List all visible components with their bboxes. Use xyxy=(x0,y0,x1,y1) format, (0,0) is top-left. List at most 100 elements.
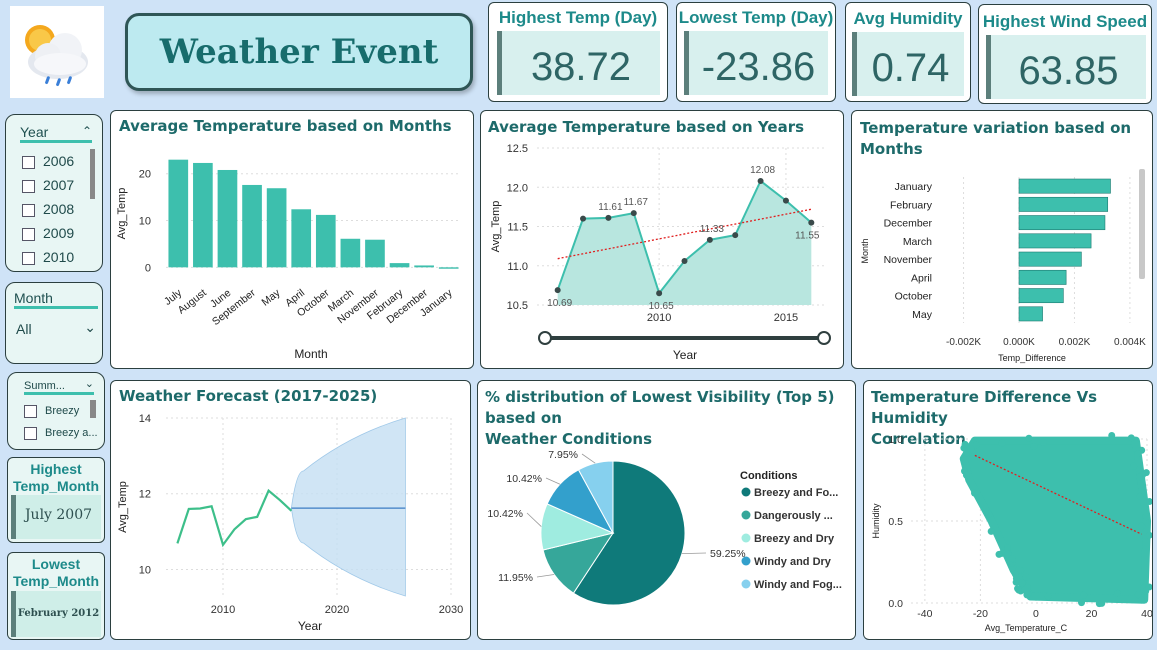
bar xyxy=(1018,178,1111,194)
chevron-down-icon[interactable]: ⌄ xyxy=(84,319,96,335)
slicer-option[interactable]: Breezy a... xyxy=(24,422,98,444)
kpi-avg-humidity[interactable]: Avg Humidity 0.74 xyxy=(845,2,971,102)
summary-slicer-header[interactable]: Summ... ⌄ xyxy=(24,378,94,395)
range-slider-handle-right xyxy=(817,331,831,345)
scatter-point xyxy=(962,471,970,479)
scrollbar xyxy=(1139,169,1145,279)
weather-cloud-sun-rain-icon xyxy=(25,25,88,87)
year-slicer-header[interactable]: Year ⌃ xyxy=(20,124,92,143)
kpi-highest-wind-speed[interactable]: Highest Wind Speed 63.85 xyxy=(978,4,1152,104)
bar xyxy=(389,263,410,268)
bar xyxy=(1018,306,1043,322)
y-tick-label: March xyxy=(903,236,932,248)
month-slicer[interactable]: Month All ⌄ xyxy=(5,282,103,364)
data-label: 11.33 xyxy=(700,224,725,235)
lowest-temp-month-card: Lowest Temp_Month February 2012 xyxy=(7,552,105,640)
data-point xyxy=(808,219,815,226)
kpi-value: 38.72 xyxy=(530,45,632,89)
scatter-point xyxy=(1145,498,1152,506)
data-point xyxy=(656,290,663,297)
scatter-point xyxy=(1134,450,1142,458)
bar xyxy=(340,238,361,268)
slicer-option[interactable]: Breezy xyxy=(24,400,98,422)
scatter-point xyxy=(1080,591,1088,599)
checkbox[interactable] xyxy=(22,251,35,265)
bar xyxy=(1018,233,1092,249)
scatter-point xyxy=(1025,434,1033,442)
legend-item: Dangerously ... xyxy=(754,510,833,522)
slicer-option[interactable]: 2008 xyxy=(22,197,74,221)
slicer-option[interactable]: 2007 xyxy=(22,173,74,197)
kpi-lowest-temp-day[interactable]: Lowest Temp (Day) -23.86 xyxy=(676,2,836,102)
bar xyxy=(315,214,336,268)
scatter-point xyxy=(1137,596,1145,604)
data-point xyxy=(706,236,713,243)
checkbox[interactable] xyxy=(22,179,35,193)
scrollbar[interactable] xyxy=(90,149,95,199)
scatter-point xyxy=(1113,589,1121,597)
legend-item: Breezy and Dry xyxy=(754,533,835,545)
x-tick-label: 2015 xyxy=(774,312,798,324)
year-slicer-list: 2006 2007 2008 2009 2010 xyxy=(22,149,74,269)
temp-humidity-correlation-chart[interactable]: Temperature Difference Vs Humidity Corre… xyxy=(863,380,1153,640)
data-label: 59.25% xyxy=(710,548,746,560)
x-axis-label: Month xyxy=(294,347,327,361)
month-slicer-label: Month xyxy=(14,290,98,309)
summary-slicer-list: Breezy Breezy a... xyxy=(24,400,98,444)
legend-item: Windy and Dry xyxy=(754,556,832,568)
bar xyxy=(1018,251,1082,267)
y-tick-label: May xyxy=(912,309,933,321)
chevron-up-icon[interactable]: ⌃ xyxy=(81,124,92,138)
checkbox[interactable] xyxy=(22,227,35,241)
x-axis-label: Year xyxy=(298,619,322,633)
bar xyxy=(291,209,312,268)
slicer-option[interactable]: 2010 xyxy=(22,245,74,269)
data-point xyxy=(605,214,612,221)
scatter-point xyxy=(1142,587,1150,595)
year-slicer[interactable]: Year ⌃ 2006 2007 2008 2009 2010 xyxy=(5,114,103,272)
slicer-option[interactable]: 2006 xyxy=(22,149,74,173)
summary-slicer[interactable]: Summ... ⌄ Breezy Breezy a... xyxy=(7,372,105,450)
scatter-cloud xyxy=(959,436,1151,604)
visibility-distribution-chart[interactable]: % distribution of Lowest Visibility (Top… xyxy=(477,380,856,640)
checkbox[interactable] xyxy=(22,203,35,217)
bar xyxy=(1018,215,1106,231)
scatter-point xyxy=(995,550,1003,558)
highest-temp-month-card: Highest Temp_Month July 2007 xyxy=(7,457,105,543)
kpi-label: Highest Temp (Day) xyxy=(498,8,658,27)
y-tick-label: 12.5 xyxy=(507,143,528,155)
data-label: 11.95% xyxy=(498,572,533,584)
avg-temp-months-chart[interactable]: Average Temperature based on Months 0 10 2… xyxy=(110,110,474,369)
checkbox[interactable] xyxy=(24,426,37,440)
legend-item: Windy and Fog... xyxy=(754,579,842,591)
data-label: 12.08 xyxy=(750,165,775,176)
scatter-point xyxy=(1145,531,1152,539)
scrollbar[interactable] xyxy=(90,400,96,418)
avg-temp-years-chart[interactable]: Average Temperature based on Years 10.5 1… xyxy=(480,110,844,369)
logo xyxy=(10,6,104,98)
bar xyxy=(438,267,459,269)
kpi-highest-temp-day[interactable]: Highest Temp (Day) 38.72 xyxy=(488,2,668,102)
data-label: 10.42% xyxy=(506,473,542,485)
scatter-point xyxy=(1078,599,1086,607)
legend-marker xyxy=(741,487,751,497)
leader-line xyxy=(681,552,707,555)
leader-line xyxy=(536,574,555,578)
x-tick-label: -0.002K xyxy=(946,337,981,348)
y-tick-label: 0.0 xyxy=(888,598,903,610)
chevron-down-icon[interactable]: ⌄ xyxy=(84,378,94,390)
x-tick-label: 20 xyxy=(1086,608,1098,620)
y-tick-label: October xyxy=(895,291,933,303)
month-dropdown[interactable]: All ⌄ xyxy=(16,319,96,337)
slicer-option[interactable]: 2009 xyxy=(22,221,74,245)
scatter-point xyxy=(1008,555,1016,563)
data-label: 7.95% xyxy=(548,449,578,461)
checkbox[interactable] xyxy=(22,155,35,169)
y-tick-label: 11.5 xyxy=(507,222,528,234)
temp-variation-chart[interactable]: Temperature variation based on Months -0… xyxy=(851,110,1153,369)
scatter-point xyxy=(1015,586,1023,594)
checkbox[interactable] xyxy=(24,404,37,418)
bar xyxy=(365,239,385,268)
weather-forecast-chart[interactable]: Weather Forecast (2017-2025) 10 12 14 2010 2… xyxy=(110,380,471,640)
